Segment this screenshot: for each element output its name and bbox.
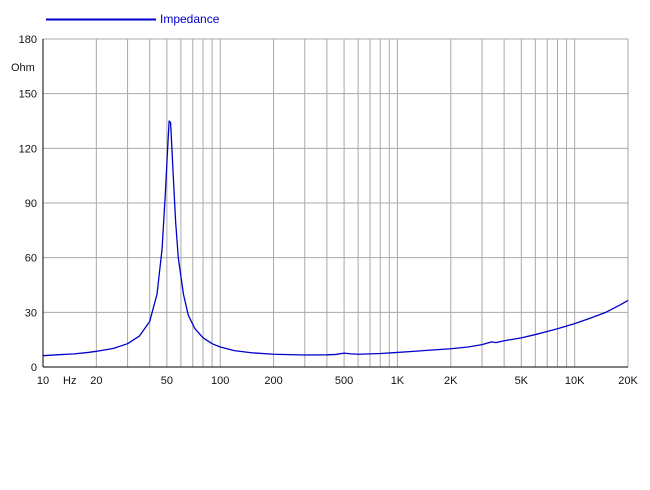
x-tick-label: 100 — [211, 375, 229, 387]
x-axis-label: Hz — [63, 375, 76, 387]
legend-label: Impedance — [160, 12, 220, 26]
axes — [42, 39, 628, 368]
y-tick-label: 60 — [25, 253, 37, 265]
series — [42, 120, 629, 357]
x-tick-label: 2K — [444, 375, 458, 387]
x-tick-label: 500 — [335, 375, 353, 387]
x-tick-label: 5K — [515, 375, 529, 387]
x-tick-label: 20 — [90, 375, 102, 387]
y-tick-label: 150 — [19, 89, 37, 101]
tick-labels: 10 20 50 100 200 500 1K 2K 5K 10K 20K 0 30 60 90 120 150… — [19, 34, 639, 387]
x-tick-label: 10 — [37, 375, 49, 387]
x-tick-label: 20K — [618, 375, 638, 387]
y-tick-label: 0 — [31, 362, 37, 374]
y-tick-label: 90 — [25, 198, 37, 210]
x-tick-label: 50 — [161, 375, 173, 387]
y-axis-label: Ohm — [11, 62, 35, 74]
x-tick-label: 1K — [391, 375, 405, 387]
x-tick-label: 200 — [264, 375, 282, 387]
x-tick-label: 10K — [565, 375, 585, 387]
legend: Impedance — [46, 12, 220, 26]
impedance-series-line — [42, 120, 629, 357]
y-tick-label: 30 — [25, 307, 37, 319]
y-tick-label: 120 — [19, 143, 37, 155]
y-tick-label: 180 — [19, 34, 37, 46]
grid — [42, 38, 629, 368]
